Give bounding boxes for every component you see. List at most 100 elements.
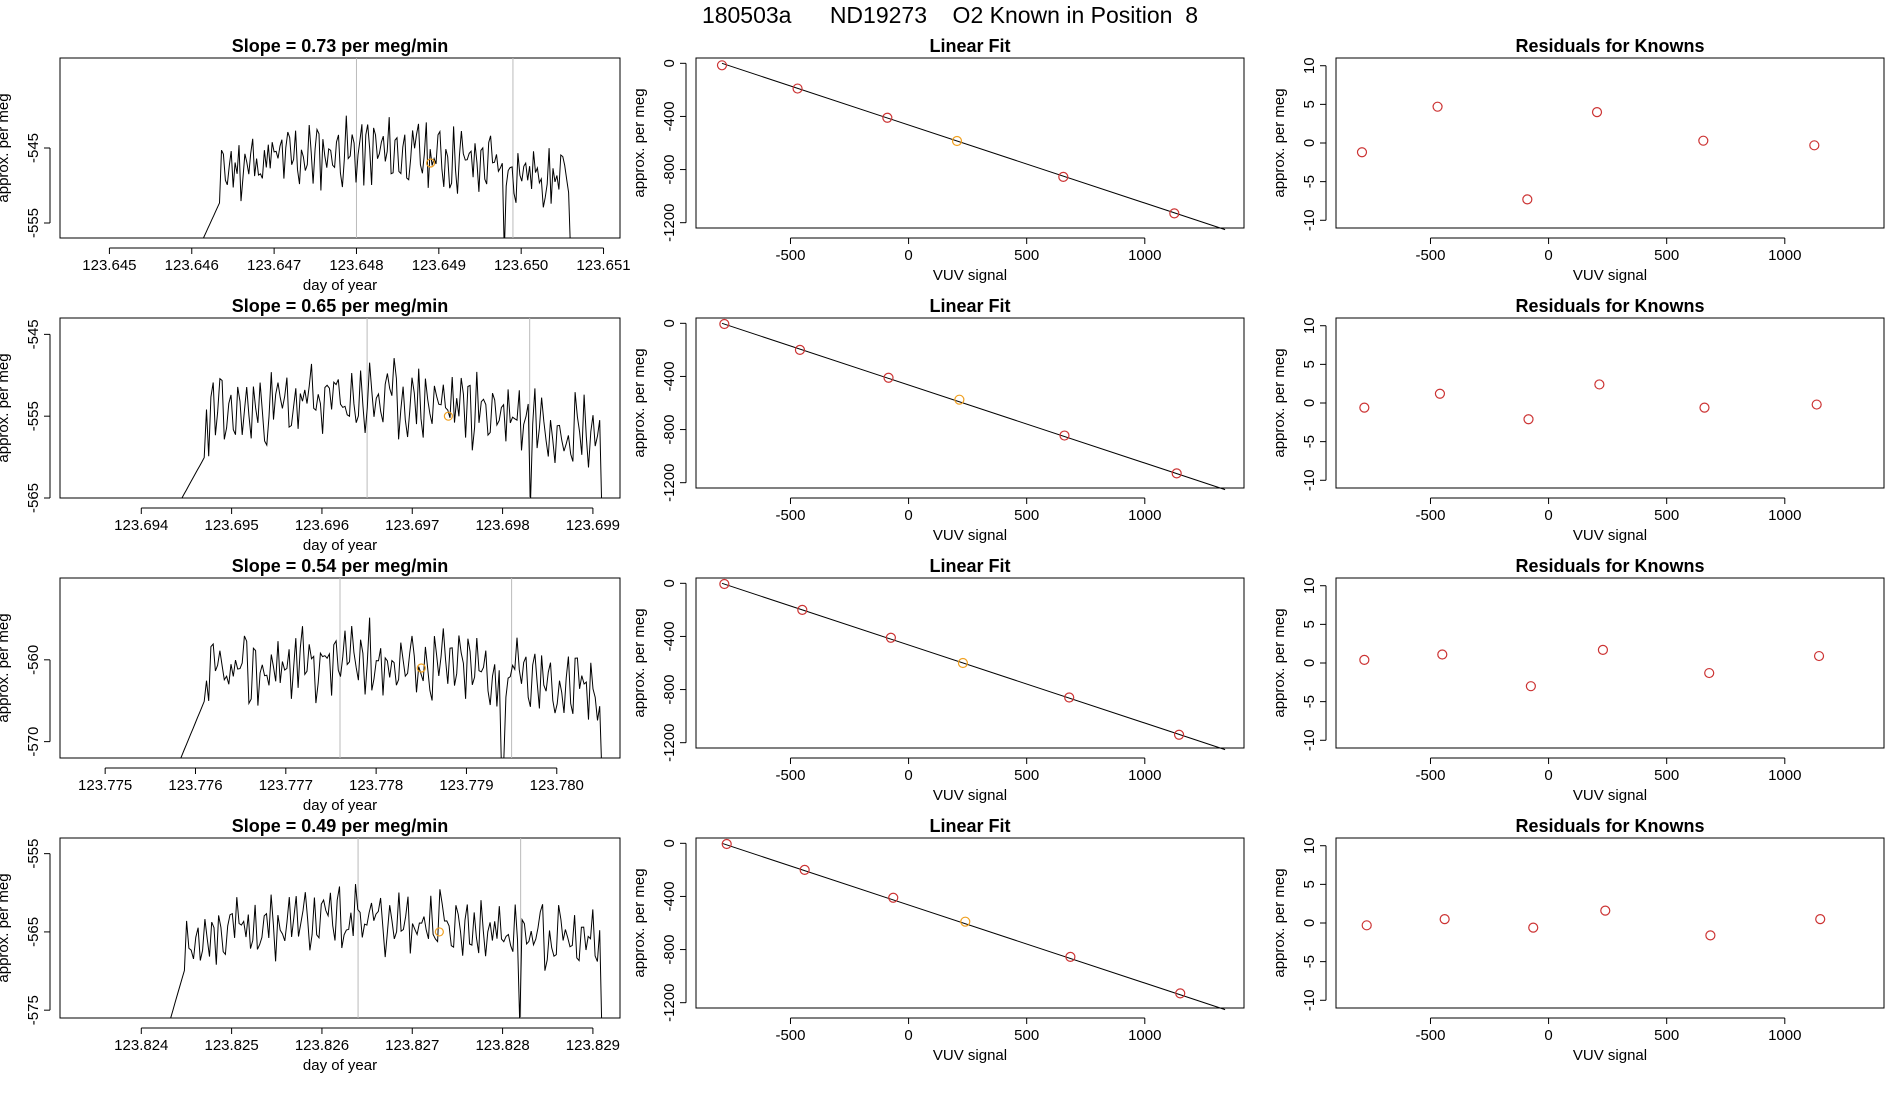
plot-frame [1335,577,1885,749]
highlight-point [434,927,444,937]
y-tick-label: -555 [25,401,42,431]
data-point [1522,194,1533,205]
panel-title: Residuals for Knowns [1515,36,1704,56]
y-axis-label: approx. per meg [631,608,648,717]
x-axis-label: day of year [303,797,377,814]
y-tick-label: 5 [1301,100,1318,108]
x-tick-label: 1000 [1768,767,1801,784]
x-tick-label: 0 [904,247,912,264]
y-tick-label: -800 [661,935,678,965]
y-tick-label: -1200 [661,204,678,242]
x-tick-label: 123.649 [412,257,466,274]
y-axis-label: approx. per meg [631,88,648,197]
x-tick-label: -500 [775,507,805,524]
data-point [1439,914,1450,925]
fit-line [721,842,1226,1011]
data-point [1359,402,1370,413]
residuals-panel: Residuals for Knowns -500 0 500 1000 VUV sign… [1271,36,1885,284]
y-tick-label: 0 [1301,139,1318,147]
y-tick-label: -400 [661,621,678,651]
y-tick-label: -5 [1301,435,1318,448]
x-tick-label: 500 [1654,507,1679,524]
x-axis-label: VUV signal [933,267,1007,284]
data-point [1058,171,1069,182]
linear-fit-panel: Linear Fit -500 0 500 1000 VUV signal 0 -400 -80… [631,556,1245,804]
highlight-point [443,411,453,421]
x-tick-label: 123.827 [385,1037,439,1054]
x-tick-label: 500 [1014,767,1039,784]
y-tick-label: 10 [1301,837,1318,854]
y-axis-label: approx. per meg [1271,88,1288,197]
x-tick-label: 1000 [1768,247,1801,264]
plot-frame [1335,57,1885,229]
x-axis-label: VUV signal [933,787,1007,804]
x-tick-label: 123.778 [349,777,403,794]
data-point [882,112,893,123]
residuals-panel: Residuals for Knowns -500 0 500 1000 VUV sign… [1271,296,1885,544]
x-tick-label: 123.776 [168,777,222,794]
x-tick-label: 1000 [1768,507,1801,524]
x-tick-label: 500 [1654,767,1679,784]
fit-line [721,322,1226,491]
y-tick-label: -555 [25,839,42,869]
x-tick-label: 123.696 [295,517,349,534]
data-point [1169,208,1180,219]
data-point [1528,922,1539,933]
signal-trace [170,884,603,1018]
y-tick-label: -575 [25,995,42,1025]
plot-frame [1335,317,1885,489]
highlight-point [416,663,426,673]
y-tick-label: -400 [661,361,678,391]
x-axis-label: day of year [303,537,377,554]
data-point [721,838,732,850]
data-point [883,372,894,383]
panel-title: Linear Fit [929,816,1010,836]
x-tick-label: 123.646 [165,257,219,274]
x-axis-label: VUV signal [933,527,1007,544]
x-axis-label: VUV signal [1573,267,1647,284]
y-tick-label: -545 [25,319,42,349]
plot-frame [59,837,621,1019]
fit-line [721,62,1226,231]
data-point [716,60,728,71]
y-tick-label: 5 [1301,620,1318,628]
y-tick-label: 0 [1301,399,1318,407]
data-point [797,604,808,615]
y-tick-label: -800 [661,155,678,185]
panel-title: Linear Fit [929,36,1010,56]
x-tick-label: 123.650 [494,257,548,274]
data-point [1523,414,1534,425]
x-tick-label: 1000 [1128,1027,1161,1044]
x-tick-label: -500 [1415,507,1445,524]
y-axis-label: approx. per meg [1271,868,1288,977]
x-tick-label: -500 [775,767,805,784]
plot-frame [695,57,1245,229]
data-point [951,135,963,147]
y-axis-label: approx. per meg [0,873,12,982]
y-axis-label: approx. per meg [0,93,12,202]
x-axis-label: VUV signal [933,1047,1007,1064]
y-tick-label: 0 [661,579,678,587]
x-tick-label: 123.648 [329,257,383,274]
y-axis-label: approx. per meg [1271,608,1288,717]
x-tick-label: -500 [1415,767,1445,784]
x-tick-label: 123.697 [385,517,439,534]
linear-fit-panel: Linear Fit -500 0 500 1000 VUV signal 0 -400 -80… [631,296,1245,544]
data-point [1356,147,1368,158]
data-point [1811,399,1822,410]
y-tick-label: 0 [1301,919,1318,927]
x-tick-label: 1000 [1768,1027,1801,1044]
data-point [1698,135,1709,146]
data-point [960,916,971,927]
residuals-panel: Residuals for Knowns -500 0 500 1000 VUV sign… [1271,556,1885,804]
data-point [799,864,810,875]
data-point [1175,988,1186,999]
highlight-point [425,158,436,168]
x-tick-label: -500 [775,1027,805,1044]
y-tick-label: -560 [25,645,42,675]
panel-title: Residuals for Knowns [1515,556,1704,576]
plot-frame [695,317,1245,489]
x-tick-label: 0 [904,767,912,784]
y-tick-label: -5 [1301,955,1318,968]
x-axis-label: VUV signal [1573,787,1647,804]
